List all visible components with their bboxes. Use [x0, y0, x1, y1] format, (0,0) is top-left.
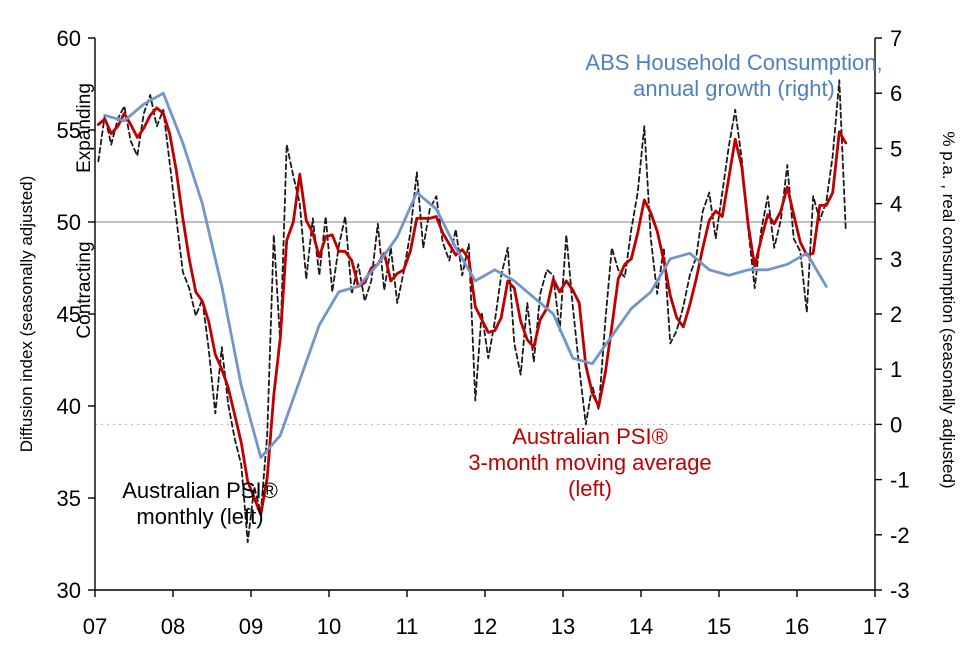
- svg-text:0: 0: [890, 412, 902, 437]
- svg-text:15: 15: [707, 614, 731, 639]
- svg-text:07: 07: [83, 614, 107, 639]
- svg-text:-1: -1: [890, 468, 910, 493]
- svg-text:35: 35: [57, 486, 81, 511]
- svg-text:11: 11: [396, 614, 419, 639]
- consumption-annotation: ABS Household Consumption, annual growth…: [504, 50, 964, 102]
- series-psi-3mma: [96, 106, 848, 516]
- svg-text:3: 3: [890, 247, 902, 272]
- series-psi-monthly: [97, 79, 847, 544]
- psi-moving-average-annotation: Australian PSI® 3-month moving average (…: [415, 424, 765, 502]
- svg-text:30: 30: [57, 578, 81, 603]
- svg-text:7: 7: [890, 26, 902, 51]
- svg-text:09: 09: [239, 614, 263, 639]
- svg-text:16: 16: [785, 614, 809, 639]
- svg-text:45: 45: [57, 302, 81, 327]
- svg-text:55: 55: [57, 118, 81, 143]
- svg-text:6: 6: [890, 81, 902, 106]
- psi-monthly-annotation-line2: monthly (left): [136, 504, 264, 529]
- svg-text:14: 14: [629, 614, 653, 639]
- psi-moving-average-annotation-line3: (left): [568, 476, 612, 501]
- svg-text:12: 12: [473, 614, 497, 639]
- svg-text:17: 17: [863, 614, 887, 639]
- right-axis-title: % p.a. , real consumption (seasonally ad…: [939, 131, 958, 489]
- consumption-annotation-line2: annual growth (right): [633, 76, 835, 101]
- svg-text:40: 40: [57, 394, 81, 419]
- svg-text:13: 13: [551, 614, 575, 639]
- svg-text:5: 5: [890, 136, 902, 161]
- svg-text:-2: -2: [890, 523, 910, 548]
- svg-text:2: 2: [890, 302, 902, 327]
- contracting-zone-label: Contracting: [74, 241, 95, 339]
- svg-text:-3: -3: [890, 578, 910, 603]
- svg-text:1: 1: [890, 357, 902, 382]
- x-axis-ticks: 07 08 09 10 11 12 13 14 15 16 17: [83, 590, 887, 639]
- psi-monthly-annotation-line1: Australian PSI®: [122, 478, 278, 503]
- consumption-annotation-line1: ABS Household Consumption,: [585, 50, 883, 75]
- left-axis-ticks: 30 35 40 45 50 55 60: [57, 26, 95, 603]
- svg-text:08: 08: [161, 614, 185, 639]
- svg-text:50: 50: [57, 210, 81, 235]
- psi-moving-average-annotation-line2: 3-month moving average: [468, 450, 712, 475]
- right-axis-ticks: -3 -2 -1 0 1 2 3 4 5 6 7: [875, 26, 910, 603]
- svg-text:10: 10: [317, 614, 341, 639]
- expanding-zone-label: Expanding: [74, 83, 95, 173]
- svg-text:60: 60: [57, 26, 81, 51]
- psi-monthly-annotation: Australian PSI® monthly (left): [75, 478, 325, 530]
- psi-moving-average-annotation-line1: Australian PSI®: [512, 424, 668, 449]
- left-axis-title: Diffusion index (seasonally adjusted): [17, 175, 36, 453]
- svg-text:4: 4: [890, 192, 902, 217]
- series-consumption: [103, 91, 828, 459]
